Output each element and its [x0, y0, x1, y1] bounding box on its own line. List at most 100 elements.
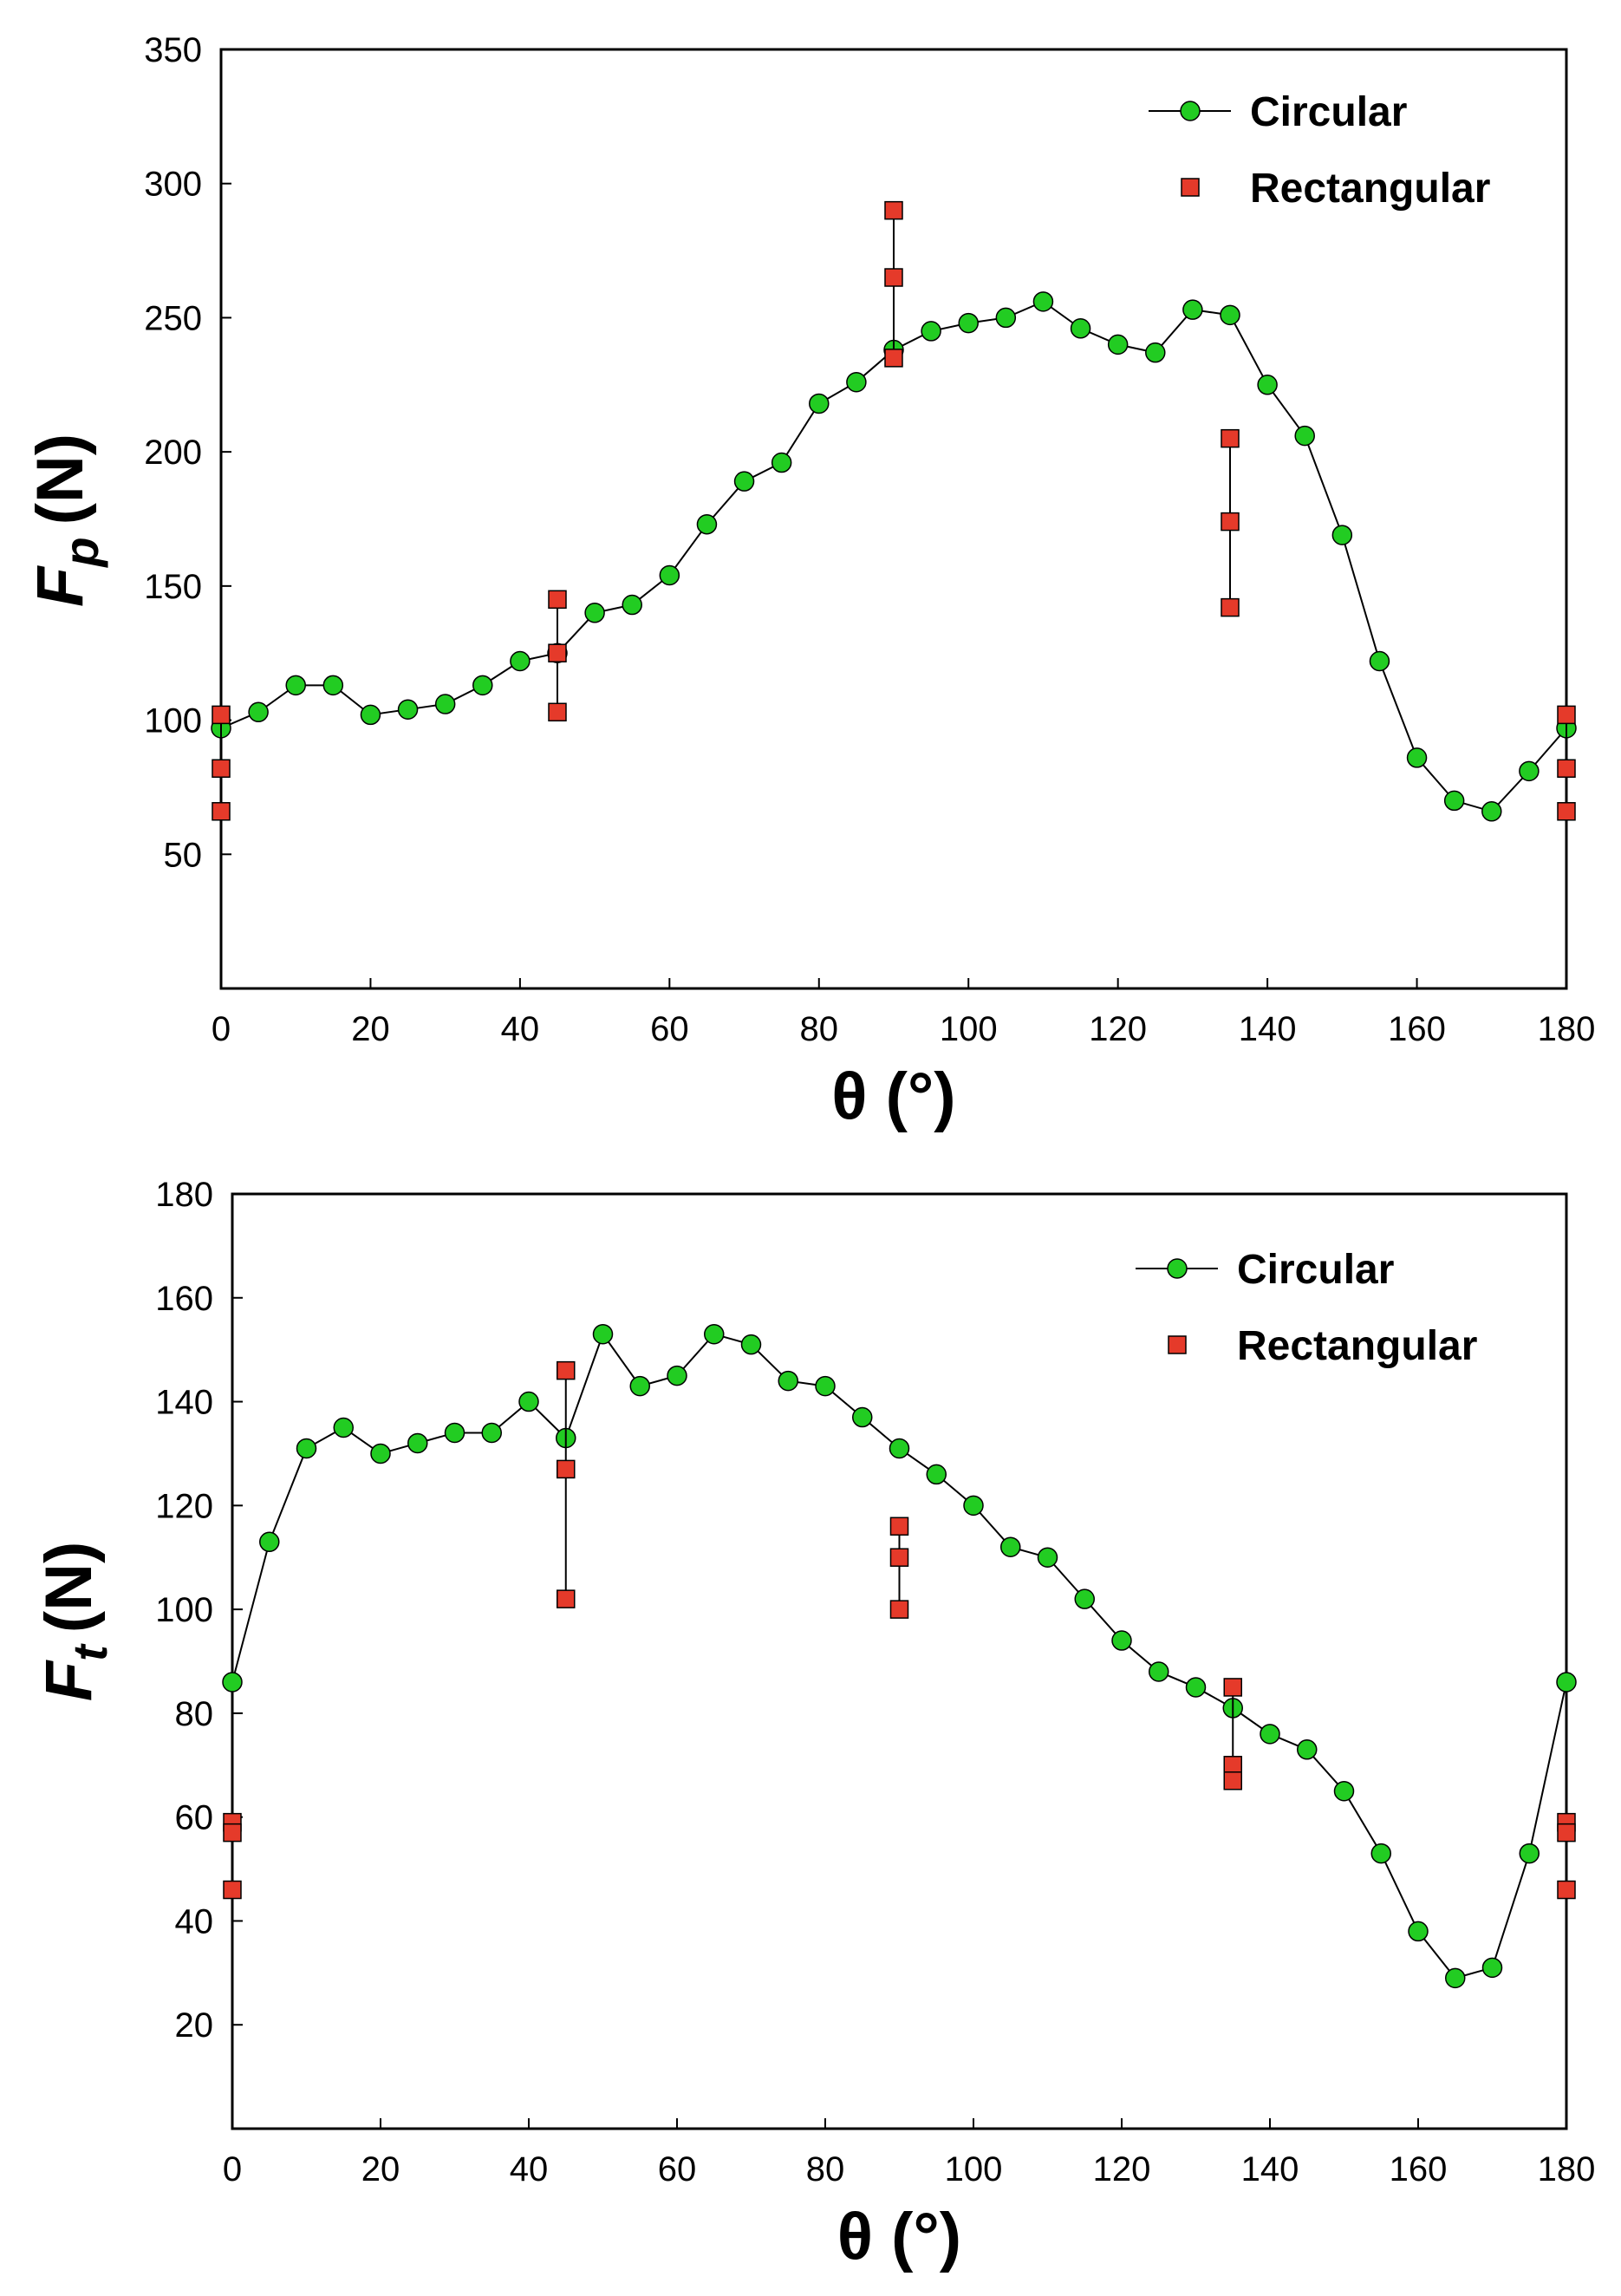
x-tick-label: 0	[212, 1010, 231, 1048]
circular-data-point	[1481, 801, 1502, 822]
y-tick-label: 50	[164, 836, 203, 874]
circular-data-point	[815, 1375, 836, 1397]
legend-rectangular-marker	[1168, 1335, 1187, 1354]
circular-data-point	[1297, 1739, 1318, 1760]
legend-rectangular-label: Rectangular	[1250, 166, 1490, 212]
circular-data-point	[1037, 1547, 1058, 1568]
circular-data-point	[407, 1432, 428, 1454]
y-tick-label: 40	[175, 1902, 214, 1941]
circular-data-point	[733, 471, 755, 492]
circular-data-point	[397, 699, 419, 720]
circular-data-point	[1445, 1967, 1466, 1989]
circular-data-point	[259, 1531, 280, 1553]
y-axis-title: Ft (N)	[32, 1542, 117, 1702]
x-tick-label: 80	[806, 2150, 845, 2188]
circular-series-line	[231, 1332, 1567, 1980]
rectangular-data-point	[212, 705, 231, 725]
circular-data-point	[1519, 760, 1540, 782]
rectangular-data-point	[1221, 512, 1240, 532]
circular-data-point	[958, 312, 979, 334]
circular-data-point	[704, 1323, 725, 1345]
circular-data-point	[481, 1422, 502, 1444]
rectangular-data-point	[1221, 597, 1240, 617]
x-axis-title: θ (°)	[837, 2200, 961, 2273]
x-tick-label: 120	[1093, 2150, 1151, 2188]
circular-data-point	[921, 321, 941, 342]
bottom-chart-panel: 0 20 40 60 80 100 120 140 160 180 20 40 60 80 100 120 14…	[32, 1176, 1595, 2273]
circular-data-point	[1556, 1672, 1577, 1693]
circular-data-point	[778, 1370, 798, 1392]
x-axis-title: θ (°)	[831, 1060, 955, 1133]
circular-data-point	[995, 307, 1017, 329]
legend-circular-label: Circular	[1250, 89, 1407, 135]
legend-circular-label: Circular	[1237, 1247, 1394, 1293]
circular-data-point	[1481, 1957, 1503, 1979]
circular-data-point	[889, 1438, 910, 1459]
y-tick-label: 250	[144, 299, 202, 337]
y-axis-title-sub: p	[54, 537, 108, 568]
circular-data-point	[1185, 1677, 1207, 1698]
x-tick-label: 100	[940, 1010, 998, 1048]
circular-data-point	[1331, 525, 1353, 545]
y-tick-label: 100	[144, 702, 202, 740]
x-tick-label: 180	[1538, 2150, 1596, 2188]
circular-data-point	[285, 675, 306, 696]
rectangular-data-point	[1221, 428, 1240, 448]
y-tick-label: 200	[144, 434, 202, 472]
circular-data-point	[740, 1334, 762, 1355]
circular-data-point	[322, 675, 344, 696]
x-tick-label: 140	[1239, 1010, 1297, 1048]
y-axis-title-text: Ft (N)	[32, 1542, 117, 1702]
legend-rectangular-marker	[1181, 178, 1200, 197]
x-tick-label: 60	[650, 1010, 689, 1048]
circular-data-point	[510, 650, 531, 672]
top-chart-panel: 0 20 40 60 80 100 120 140 160 180 50 100 150 200 250 30…	[23, 31, 1595, 1133]
x-tick-label: 160	[1390, 2150, 1448, 2188]
legend-rectangular-label: Rectangular	[1237, 1323, 1477, 1369]
circular-data-point	[434, 694, 456, 714]
x-tick-label: 120	[1089, 1010, 1147, 1048]
x-tick-label: 180	[1538, 1010, 1596, 1048]
x-tick-label: 20	[351, 1010, 390, 1048]
y-axis-title: Fp (N)	[23, 434, 108, 607]
circular-data-point	[444, 1422, 465, 1444]
x-tick-label: 160	[1388, 1010, 1446, 1048]
plot-frame	[219, 48, 1568, 990]
y-axis-title-main: F	[32, 1659, 106, 1701]
y-tick-label: 350	[144, 31, 202, 69]
circular-data-point	[1369, 650, 1390, 672]
rectangular-data-point	[1223, 1756, 1242, 1775]
circular-data-point	[1260, 1724, 1280, 1745]
y-tick-label: 120	[155, 1487, 213, 1525]
y-tick-label: 80	[175, 1695, 214, 1733]
circular-data-point	[472, 675, 493, 696]
circular-data-point	[222, 1672, 243, 1693]
circular-data-point	[1149, 1661, 1169, 1682]
rectangular-data-point	[1557, 705, 1576, 725]
x-tick-label: 40	[510, 2150, 549, 2188]
circular-data-point	[360, 704, 381, 726]
circular-data-point	[846, 371, 867, 393]
circular-data-point	[1333, 1780, 1355, 1802]
circular-data-point	[1408, 1921, 1429, 1942]
circular-data-point	[1406, 747, 1428, 768]
rectangular-data-point	[1557, 1880, 1576, 1900]
circular-data-point	[622, 594, 642, 616]
circular-data-point	[809, 393, 830, 414]
circular-data-point	[1294, 425, 1315, 447]
rectangular-data-point	[557, 1360, 576, 1380]
legend: Circular Rectangular	[1149, 89, 1490, 212]
rectangular-data-point	[557, 1459, 576, 1479]
y-tick-label: 60	[175, 1799, 214, 1837]
rectangular-data-point	[889, 1517, 909, 1536]
circular-data-point	[926, 1464, 947, 1485]
rectangular-data-point	[548, 643, 567, 662]
rectangular-data-point	[212, 802, 231, 821]
rectangular-data-point	[884, 268, 903, 287]
x-tick-label: 60	[658, 2150, 697, 2188]
y-tick-label: 300	[144, 166, 202, 204]
circular-data-point	[1107, 334, 1129, 355]
x-tick-label: 40	[501, 1010, 540, 1048]
y-tick-label: 100	[155, 1591, 213, 1629]
